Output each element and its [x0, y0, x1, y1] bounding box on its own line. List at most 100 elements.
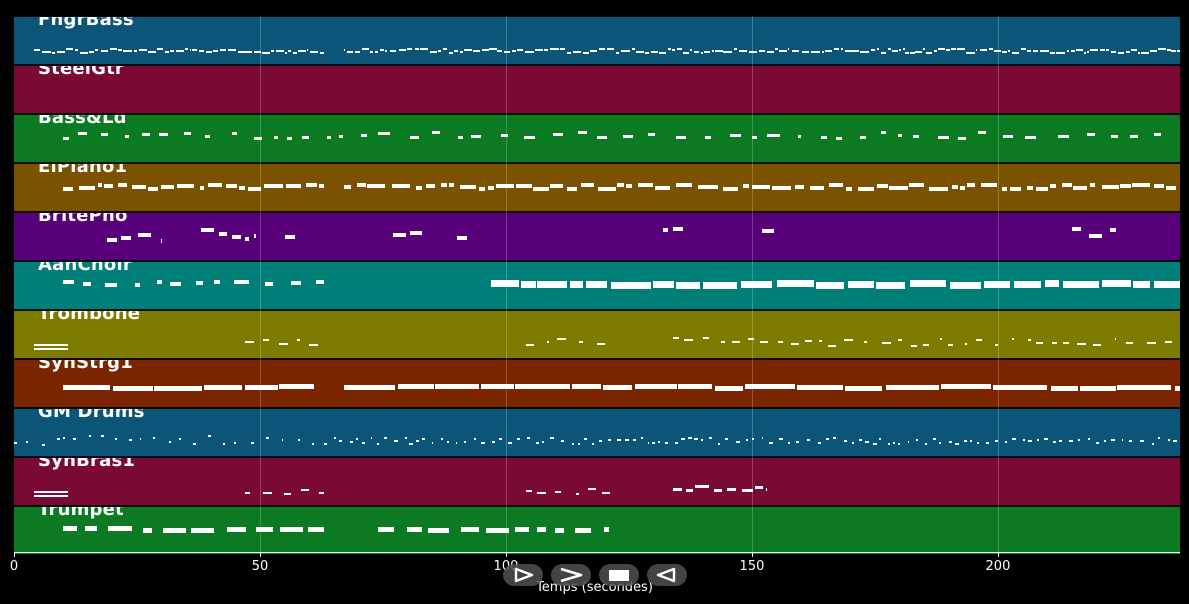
- note: [1089, 234, 1103, 238]
- note: [118, 49, 122, 51]
- note: [581, 183, 595, 187]
- note: [779, 438, 783, 440]
- track-lane[interactable]: Trumpet: [14, 506, 1180, 555]
- note: [285, 52, 288, 54]
- note: [1050, 386, 1079, 391]
- note: [429, 51, 437, 53]
- note: [796, 441, 800, 443]
- track-lane[interactable]: FngrBass: [14, 16, 1180, 65]
- note: [1114, 338, 1117, 340]
- note: [428, 528, 450, 533]
- note: [1151, 443, 1154, 445]
- note: [777, 341, 783, 343]
- note: [447, 441, 449, 443]
- note: [909, 183, 925, 187]
- note: [1102, 280, 1132, 287]
- stop-icon: [609, 570, 629, 581]
- note: [379, 49, 384, 51]
- note: [245, 341, 254, 343]
- note: [711, 50, 714, 52]
- note: [164, 51, 170, 53]
- note: [1146, 342, 1156, 344]
- note: [632, 439, 636, 441]
- track-lane[interactable]: Bass&Ld: [14, 114, 1180, 163]
- fast-forward-button[interactable]: [551, 564, 591, 586]
- note: [566, 52, 571, 54]
- note: [905, 52, 909, 54]
- note: [778, 50, 787, 52]
- note: [219, 49, 227, 51]
- note: [1139, 440, 1144, 442]
- x-tick: [751, 552, 753, 557]
- note: [1157, 48, 1166, 50]
- x-tick: [259, 552, 261, 557]
- rewind-button[interactable]: [647, 564, 687, 586]
- track-lane[interactable]: Trombone: [14, 310, 1180, 359]
- note: [134, 283, 141, 287]
- note: [835, 137, 842, 140]
- note: [63, 137, 70, 140]
- note: [560, 440, 565, 442]
- note: [625, 439, 630, 441]
- note: [94, 49, 99, 51]
- note: [658, 52, 667, 54]
- track-lane[interactable]: SteelGtr: [14, 65, 1180, 114]
- note: [189, 49, 192, 51]
- note: [766, 51, 774, 53]
- note: [940, 338, 943, 340]
- note: [407, 48, 413, 50]
- note: [262, 52, 270, 54]
- note: [537, 281, 568, 288]
- note: [425, 48, 428, 50]
- stop-button[interactable]: [599, 564, 639, 586]
- note: [497, 50, 503, 52]
- play-button[interactable]: [503, 564, 543, 586]
- track-lane[interactable]: SynBras1: [14, 457, 1180, 506]
- note: [320, 52, 324, 54]
- note: [975, 339, 982, 341]
- track-lane[interactable]: GM Drums: [14, 408, 1180, 457]
- note: [233, 442, 237, 444]
- note: [686, 489, 693, 492]
- note: [765, 488, 768, 491]
- note: [1062, 183, 1072, 187]
- track-lane[interactable]: AahChoir: [14, 261, 1180, 310]
- note: [286, 137, 292, 140]
- track-lane[interactable]: SynStrg1: [14, 359, 1180, 408]
- note: [1027, 50, 1032, 52]
- note: [879, 438, 882, 440]
- note: [33, 49, 40, 51]
- note: [1131, 183, 1150, 187]
- note: [52, 52, 56, 54]
- note: [192, 49, 197, 51]
- note: [575, 493, 580, 495]
- note: [877, 184, 888, 188]
- note: [741, 281, 772, 288]
- piano-roll[interactable]: FngrBass SteelGtr Bass&Ld ElPiano1 BritePno A…: [14, 16, 1180, 555]
- note: [1173, 440, 1177, 442]
- note: [552, 133, 564, 136]
- note: [1020, 48, 1026, 50]
- note: [105, 283, 117, 287]
- note: [245, 237, 250, 241]
- note: [1013, 281, 1041, 288]
- note: [1177, 50, 1180, 52]
- note: [709, 437, 713, 439]
- note: [833, 48, 839, 50]
- note: [941, 384, 992, 389]
- note: [457, 136, 464, 139]
- note: [887, 48, 892, 50]
- note: [362, 442, 366, 444]
- note: [954, 443, 959, 445]
- track-lane[interactable]: ElPiano1: [14, 163, 1180, 212]
- track-lane[interactable]: BritePno: [14, 212, 1180, 261]
- note: [980, 183, 998, 187]
- note: [766, 134, 780, 137]
- note: [547, 341, 550, 343]
- note: [599, 48, 605, 50]
- note: [1103, 440, 1106, 442]
- note: [801, 51, 809, 53]
- note: [250, 442, 254, 444]
- note: [311, 443, 315, 445]
